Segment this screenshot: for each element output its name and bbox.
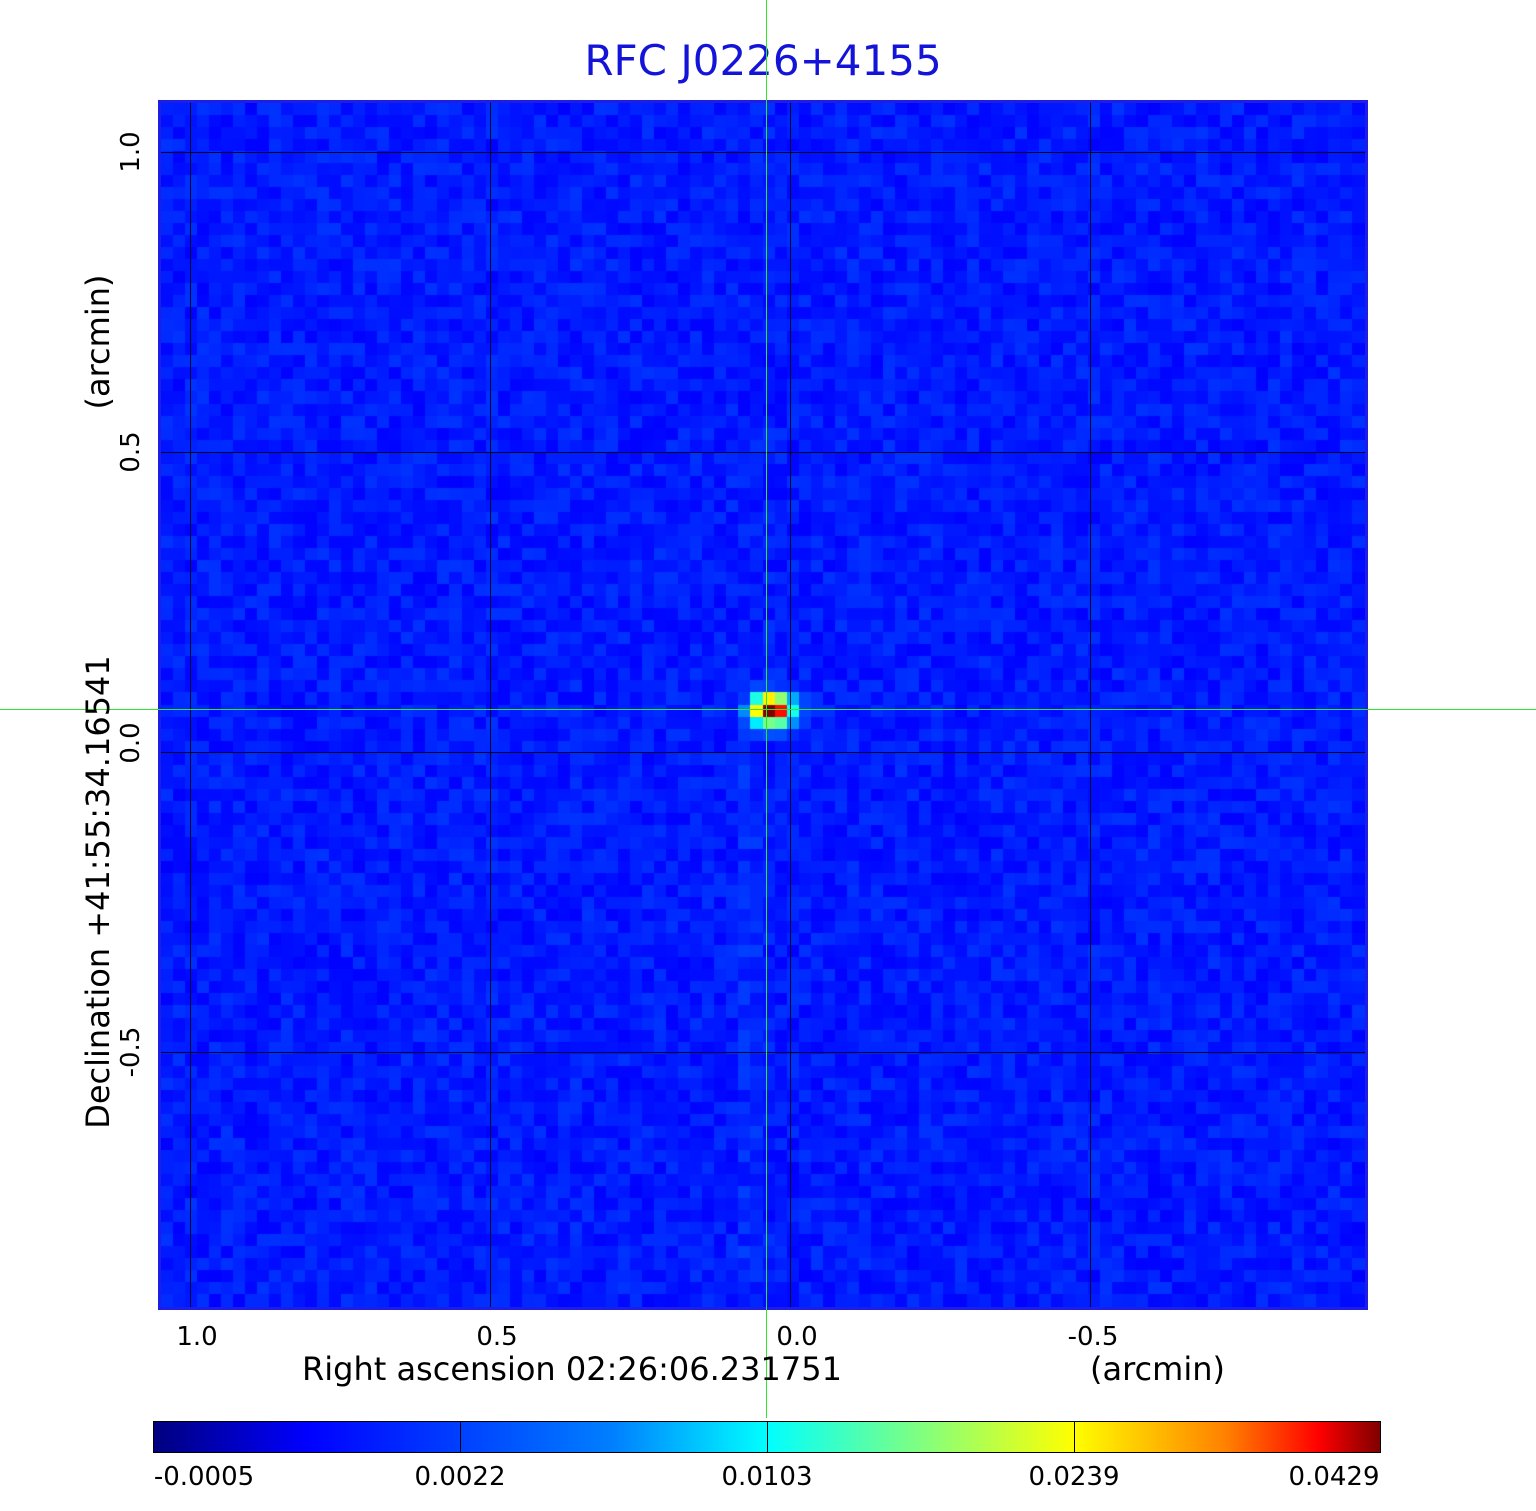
sky-image-frame[interactable] bbox=[158, 100, 1368, 1310]
colorbar-tick-label: 0.0022 bbox=[414, 1462, 506, 1492]
colorbar-tick-mark bbox=[460, 1421, 461, 1453]
grid-line-dec--0.5 bbox=[161, 1052, 1365, 1053]
grid-line-ra-1.0 bbox=[190, 103, 191, 1307]
colorbar-tick-label: 0.0239 bbox=[1028, 1462, 1120, 1492]
colorbar-tick-label: -0.0005 bbox=[153, 1462, 255, 1492]
grid-line-dec-0.0 bbox=[161, 752, 1365, 753]
grid-line-ra-0.0 bbox=[790, 103, 791, 1307]
colorbar-tick-label: 0.0103 bbox=[721, 1462, 813, 1492]
radio-image bbox=[161, 103, 1365, 1307]
grid-line-ra--0.5 bbox=[1090, 103, 1091, 1307]
x-tick-label: -0.5 bbox=[1067, 1322, 1119, 1352]
x-axis-label: Right ascension 02:26:06.231751 bbox=[302, 1350, 842, 1388]
y-tick-label: 0.5 bbox=[116, 431, 146, 473]
x-tick-label: 1.0 bbox=[176, 1322, 218, 1352]
grid-line-dec-1.0 bbox=[161, 152, 1365, 153]
crosshair-horizontal bbox=[0, 709, 1536, 710]
plot-title: RFC J0226+4155 bbox=[584, 36, 942, 85]
colorbar-tick-mark bbox=[767, 1421, 768, 1453]
y-tick-label: 1.0 bbox=[116, 131, 146, 173]
x-tick-label: 0.5 bbox=[476, 1322, 518, 1352]
colorbar-tick-label: 0.0429 bbox=[1288, 1462, 1380, 1492]
grid-line-ra-0.5 bbox=[490, 103, 491, 1307]
y-tick-label: -0.5 bbox=[116, 1026, 146, 1078]
x-axis-unit: (arcmin) bbox=[1090, 1350, 1225, 1388]
colorbar-tick-mark bbox=[1074, 1421, 1075, 1453]
y-axis-unit: (arcmin) bbox=[79, 274, 117, 410]
x-tick-label: 0.0 bbox=[776, 1322, 818, 1352]
y-tick-label: 0.0 bbox=[116, 722, 146, 764]
grid-line-dec-0.5 bbox=[161, 452, 1365, 453]
y-axis-label: Declination +41:55:34.16541 bbox=[79, 655, 117, 1129]
